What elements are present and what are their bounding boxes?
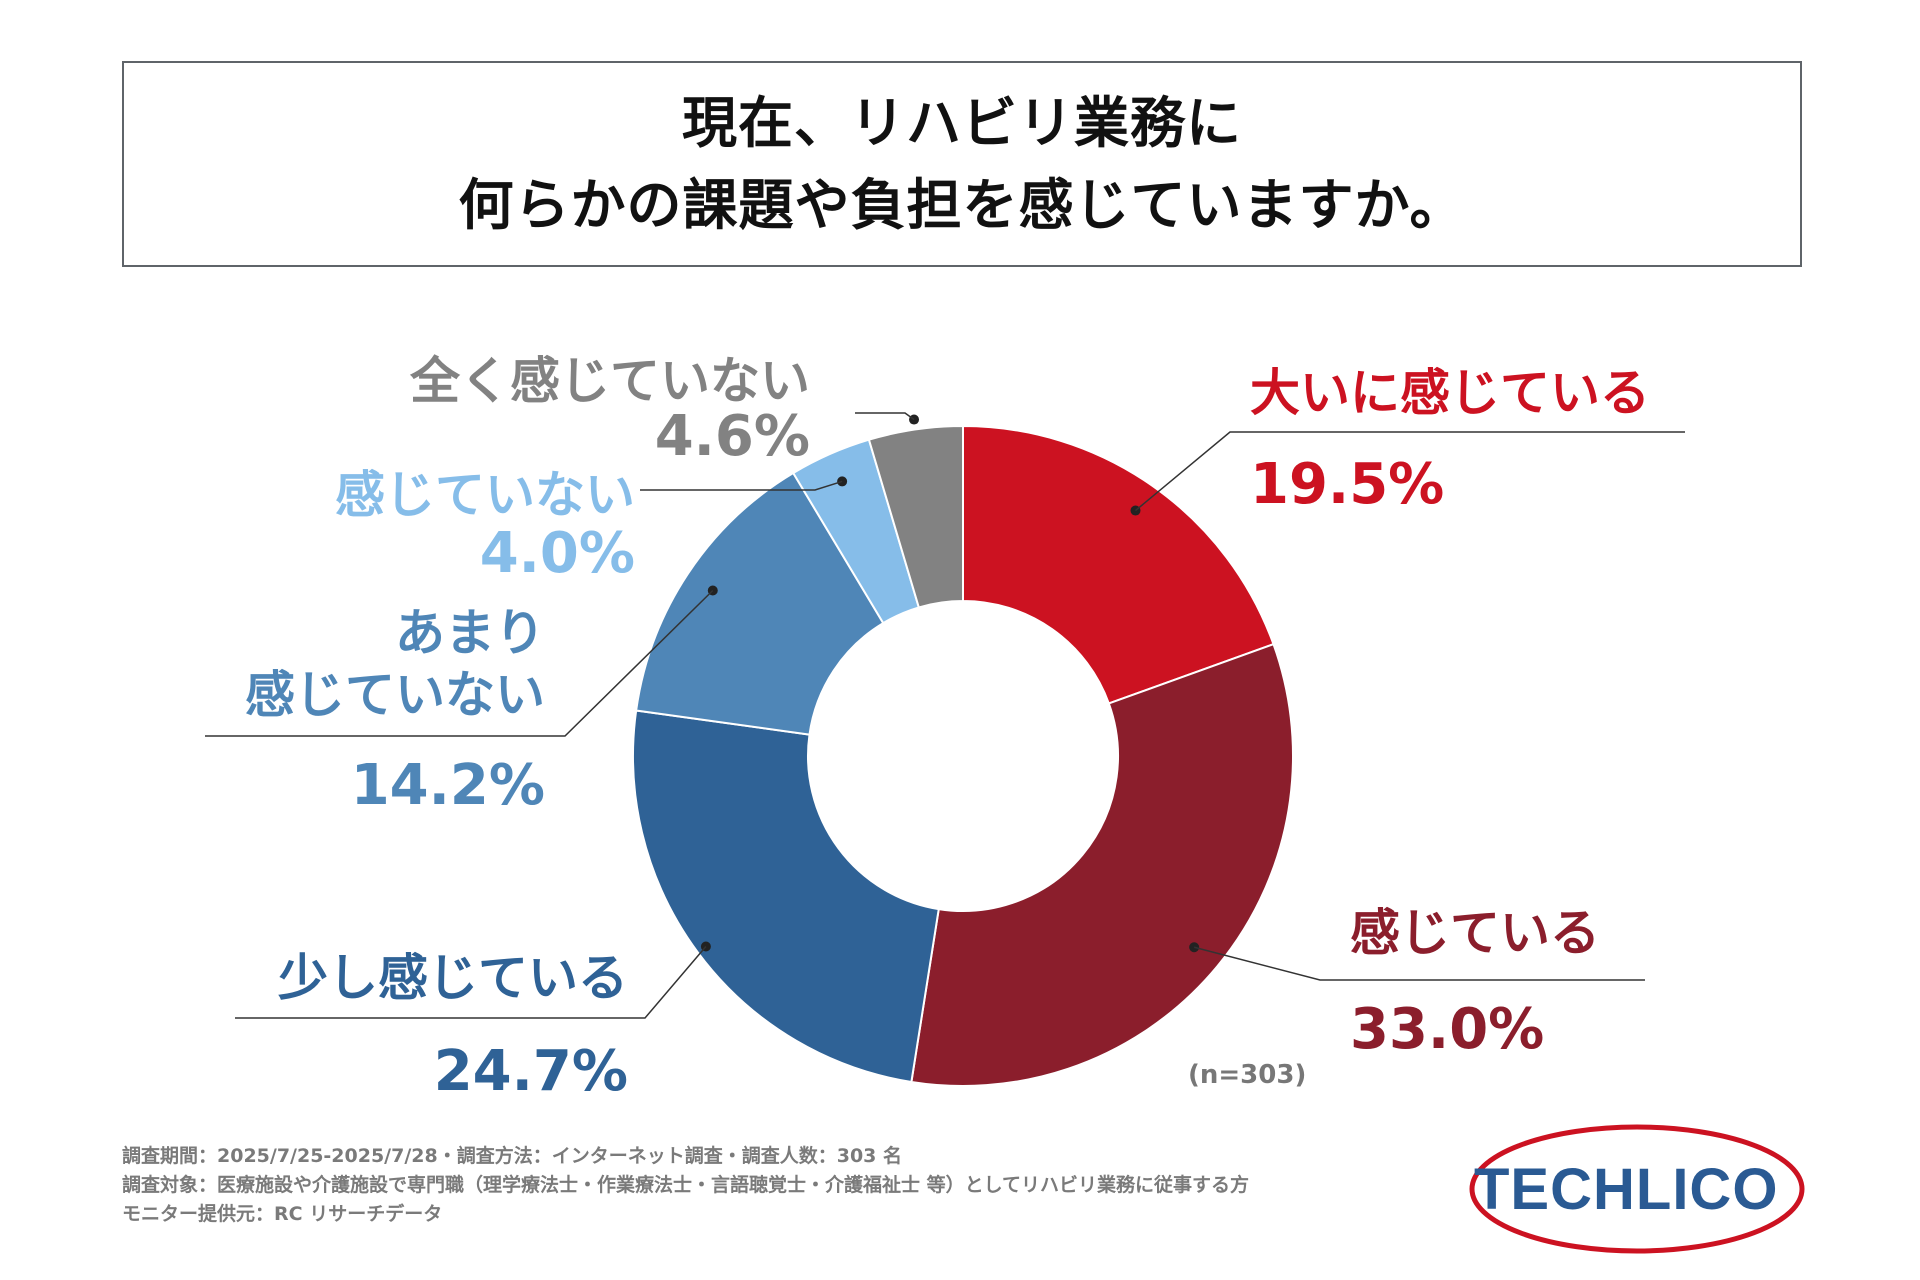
slice-label-1: 大いに感じている (1250, 364, 1650, 422)
slice-label-6: 全く感じていない (409, 352, 810, 410)
slice-4 (635, 471, 885, 736)
slice-1 (962, 424, 1275, 705)
footer-line-target: 調査対象：医療施設や介護施設で専門職（理学療法士・作業療法士・言語聴覚士・介護福… (122, 1174, 1250, 1196)
techlico-logo: TECHLICO (1469, 1124, 1805, 1254)
slice-2 (910, 642, 1294, 1087)
footer-line-provider: モニター提供元：RC リサーチデータ (122, 1203, 443, 1225)
leader-line-6 (855, 412, 915, 421)
value-label-2: 33.0% (1350, 997, 1544, 1062)
chart-title-line-2: 何らかの課題や負担を感じていますか。 (458, 173, 1466, 237)
logo-text: TECHLICO (1474, 1157, 1778, 1222)
slice-6 (867, 424, 964, 609)
leader-line-1 (1135, 431, 1685, 512)
title-box: 現在、リハビリ業務に 何らかの課題や負担を感じていますか。 (122, 61, 1802, 267)
logo-ring (1469, 1124, 1805, 1254)
slice-3 (632, 709, 940, 1084)
slice-label-4-line-1: あまり (395, 604, 545, 662)
sample-size-note: (n=303) (1188, 1060, 1306, 1090)
slice-label-4-line-2: 感じていない (245, 666, 545, 724)
value-label-6: 4.6% (655, 404, 810, 469)
slice-label-2: 感じている (1350, 904, 1600, 962)
value-label-3: 24.7% (434, 1039, 628, 1104)
survey-footer: 調査期間：2025/7/25-2025/7/28・調査方法：インターネット調査・… (122, 1142, 1249, 1229)
chart-title-line-1: 現在、リハビリ業務に (681, 91, 1242, 155)
leader-line-3 (235, 946, 707, 1019)
slice-label-5: 感じていない (335, 466, 635, 524)
value-label-1: 19.5% (1250, 452, 1444, 517)
leader-line-2 (1193, 946, 1645, 981)
value-label-5: 4.0% (480, 521, 635, 586)
leader-line-5 (640, 480, 843, 491)
footer-line-period: 調査期間：2025/7/25-2025/7/28・調査方法：インターネット調査・… (122, 1145, 903, 1167)
slice-label-3: 少し感じている (278, 949, 628, 1007)
value-label-4: 14.2% (351, 753, 545, 818)
leader-line-4 (205, 589, 714, 737)
